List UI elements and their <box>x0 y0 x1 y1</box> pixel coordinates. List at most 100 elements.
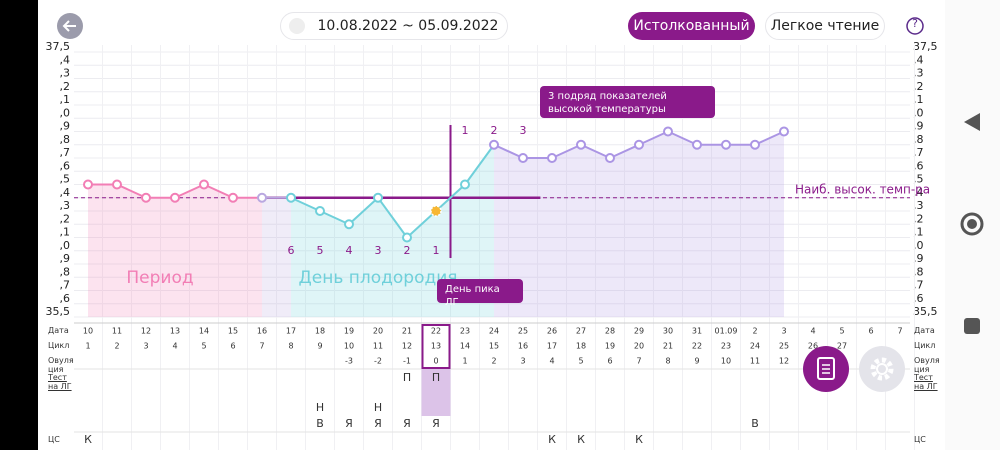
phase-area <box>697 144 726 317</box>
table-cell: Н <box>374 401 382 414</box>
screen-edge <box>0 0 38 450</box>
table-cell: К <box>84 433 92 446</box>
row-label: Дата <box>48 326 69 335</box>
y-tick-label-right: ,9 <box>913 120 924 133</box>
temp-line <box>638 130 669 146</box>
y-tick-label: ,9 <box>60 120 71 133</box>
temp-point <box>344 219 354 230</box>
y-tick-label: ,3 <box>60 199 71 212</box>
temp-line <box>174 183 205 199</box>
y-tick-label-right: ,7 <box>913 279 924 292</box>
help-text: ? <box>912 17 918 30</box>
table-cell: 1 <box>85 342 90 351</box>
table-cell: 7 <box>259 342 264 351</box>
temp-point <box>518 153 528 163</box>
temp-point <box>170 192 180 203</box>
temp-point <box>402 232 412 243</box>
table-cell: 2 <box>114 342 119 351</box>
table-cell: Н <box>316 401 324 414</box>
table-cell: П <box>432 371 440 384</box>
table-cell: 11 <box>750 357 760 366</box>
table-cell: В <box>751 417 759 430</box>
y-tick-label-right: ,3 <box>913 67 924 80</box>
y-tick-label-right: ,4 <box>913 186 924 199</box>
y-tick-label: ,2 <box>60 212 71 225</box>
temp-point <box>228 192 238 203</box>
y-tick-label-right: ,6 <box>913 292 924 305</box>
y-tick-label: ,6 <box>60 159 71 172</box>
temp-line <box>551 143 582 159</box>
nav-back[interactable] <box>964 113 980 131</box>
y-tick-label: ,8 <box>60 133 71 146</box>
count-after: 1 <box>462 124 469 137</box>
back-arrow <box>62 20 76 32</box>
temp-line <box>348 197 379 225</box>
phase-area <box>320 211 349 317</box>
table-cell: 18 <box>315 327 325 336</box>
y-tick-label-right: ,7 <box>913 146 924 159</box>
temp-point <box>315 206 325 216</box>
phase-area <box>146 197 175 317</box>
calendar-icon <box>289 18 305 34</box>
temp-point <box>112 179 122 190</box>
tab-easy-read[interactable]: Легкое чтение <box>765 12 885 40</box>
y-tick-label-right: 35,5 <box>913 305 938 318</box>
table-cell: 8 <box>665 357 670 366</box>
settings-button[interactable] <box>859 346 905 392</box>
table-cell: 5 <box>839 327 844 336</box>
y-tick-label: ,1 <box>60 93 71 106</box>
y-tick-label: ,7 <box>60 279 71 292</box>
temp-line <box>319 210 350 226</box>
annotation-high-temp: 3 подряд показателей высокой температуры <box>540 86 715 118</box>
table-cell: 29 <box>634 327 644 336</box>
table-cell: 1 <box>462 357 467 366</box>
count-before: 4 <box>346 244 353 257</box>
row-label-right: Овуляция <box>914 356 940 374</box>
y-tick-label: 37,5 <box>46 40 71 53</box>
table-cell: 10 <box>83 327 93 336</box>
phase-area <box>755 131 784 317</box>
phase-area <box>668 131 697 317</box>
y-tick-label-right: ,1 <box>913 93 924 106</box>
table-cell: Я <box>403 417 411 430</box>
table-cell: 24 <box>489 327 499 336</box>
table-cell: 3 <box>781 327 786 336</box>
table-cell: 2 <box>491 357 496 366</box>
y-tick-label: ,9 <box>60 252 71 265</box>
tab-interpreted[interactable]: Истолкованный <box>628 12 755 40</box>
table-cell: П <box>403 371 411 384</box>
phase-area <box>581 144 610 317</box>
temp-point <box>286 192 296 203</box>
nav-home-dot <box>967 219 977 229</box>
table-cell: -1 <box>403 357 411 366</box>
row-label: ЦС <box>48 435 60 444</box>
temp-point <box>547 153 557 163</box>
row-label-right: Тест на ЛГ <box>914 373 938 391</box>
notes-icon <box>817 357 835 380</box>
table-cell: 17 <box>547 342 557 351</box>
gear-icon <box>870 357 894 381</box>
temp-line <box>667 130 698 146</box>
row-label-right: Цикл <box>914 341 936 350</box>
temp-point <box>83 179 93 190</box>
temp-line <box>754 130 785 146</box>
row-label: Овуляция <box>48 356 74 374</box>
phase-area <box>262 197 291 317</box>
phase-area <box>88 184 117 317</box>
temp-point <box>373 192 383 203</box>
y-tick-label: ,4 <box>60 53 71 66</box>
nav-home[interactable] <box>960 212 984 236</box>
date-range-pill[interactable]: 10.08.2022 ~ 05.09.2022 <box>280 12 508 40</box>
help-icon[interactable] <box>906 17 924 35</box>
table-cell: 20 <box>373 327 383 336</box>
table-cell: 10 <box>721 357 731 366</box>
table-cell: -2 <box>374 357 382 366</box>
table-cell: 25 <box>779 342 789 351</box>
table-cell: 20 <box>634 342 644 351</box>
temp-point <box>692 139 702 150</box>
table-cell: 6 <box>868 327 873 336</box>
table-cell: 27 <box>576 327 586 336</box>
nav-recent[interactable] <box>964 318 980 334</box>
temp-line <box>116 183 147 199</box>
